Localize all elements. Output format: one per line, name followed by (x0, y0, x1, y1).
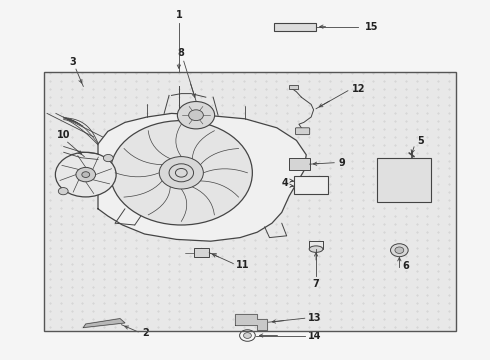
Bar (194, 248, 209, 257)
Text: 5: 5 (417, 136, 424, 146)
Circle shape (169, 164, 194, 182)
Circle shape (175, 168, 187, 177)
Bar (274, 23, 316, 31)
Text: 1: 1 (175, 10, 182, 20)
Text: 15: 15 (365, 22, 379, 32)
Circle shape (395, 247, 404, 253)
Bar (377, 158, 431, 202)
Circle shape (55, 152, 116, 197)
Text: 8: 8 (177, 48, 184, 58)
Text: 7: 7 (313, 279, 319, 289)
Circle shape (244, 333, 251, 338)
Bar (44, 72, 456, 331)
FancyBboxPatch shape (295, 128, 310, 135)
Ellipse shape (309, 246, 323, 252)
Text: 3: 3 (69, 57, 76, 67)
Text: 11: 11 (236, 260, 250, 270)
Text: 14: 14 (308, 330, 321, 341)
Text: 9: 9 (338, 158, 345, 168)
Bar (44, 72, 456, 331)
Bar (289, 85, 298, 89)
Circle shape (391, 244, 408, 257)
Text: 13: 13 (308, 313, 321, 323)
Circle shape (103, 154, 113, 162)
Text: 6: 6 (403, 261, 410, 271)
Circle shape (110, 121, 252, 225)
Circle shape (82, 172, 90, 177)
Circle shape (189, 110, 203, 121)
Polygon shape (83, 319, 125, 328)
Circle shape (76, 167, 96, 182)
Bar (289, 158, 310, 170)
Text: 10: 10 (57, 130, 71, 140)
Polygon shape (235, 314, 267, 330)
Bar (294, 176, 328, 194)
Text: 12: 12 (352, 84, 366, 94)
Text: 4: 4 (281, 178, 288, 188)
Text: 2: 2 (142, 328, 149, 338)
Circle shape (159, 157, 203, 189)
Polygon shape (98, 113, 306, 241)
Circle shape (177, 102, 215, 129)
Circle shape (58, 188, 68, 195)
